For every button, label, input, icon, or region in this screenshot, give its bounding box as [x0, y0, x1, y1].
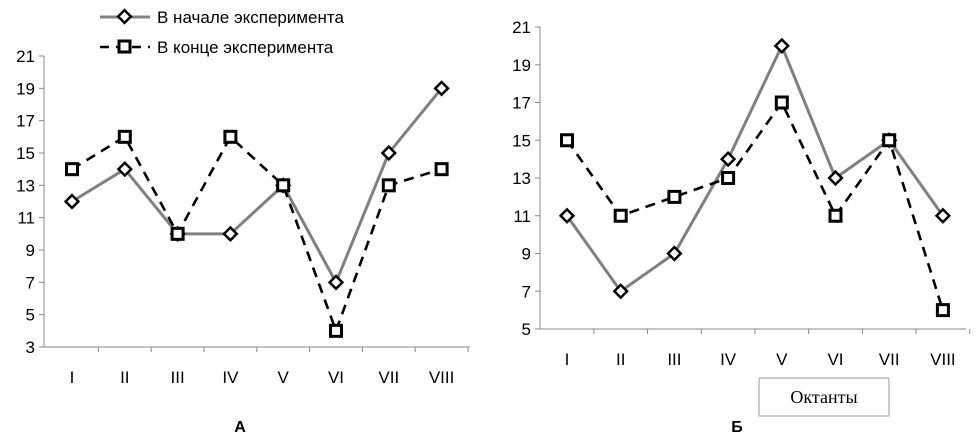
x-axis-title-box: Октанты [758, 377, 890, 417]
data-point-end [560, 133, 574, 148]
data-point-start [327, 274, 345, 291]
y-tick-label: 3 [26, 338, 35, 357]
panel-label-b: Б [731, 419, 743, 436]
x-tick-label: IV [720, 350, 737, 369]
data-point-end [381, 178, 396, 193]
x-axis-title: Октанты [790, 387, 857, 407]
y-tick-label: 19 [512, 56, 531, 75]
y-tick-label: 17 [16, 112, 35, 131]
data-point-end [882, 133, 897, 148]
data-point-end [170, 226, 185, 241]
x-tick-label: VIII [429, 368, 455, 387]
data-point-end [276, 178, 291, 193]
legend-marker-square [117, 39, 132, 54]
x-tick-label: V [278, 368, 290, 387]
y-tick-label: 21 [512, 18, 531, 37]
data-point-start [719, 150, 737, 168]
x-tick-label: II [616, 350, 625, 369]
data-point-start [380, 144, 397, 162]
data-point-end [721, 171, 736, 185]
data-point-start [934, 207, 952, 224]
legend-entry-start: В начале эксперимента [100, 8, 344, 27]
x-tick-label: V [776, 350, 788, 369]
y-tick-label: 15 [16, 144, 35, 163]
x-tick-label: VI [827, 350, 843, 369]
series-line-start [71, 87, 443, 284]
x-tick-label: VI [328, 368, 344, 387]
y-tick-label: 9 [522, 245, 531, 264]
data-point-start [827, 169, 844, 187]
data-point-start [773, 37, 790, 55]
data-point-end [434, 162, 449, 177]
series-line-end [565, 101, 945, 311]
y-tick-label: 15 [512, 131, 531, 150]
data-point-end [828, 208, 843, 223]
x-tick-label: I [565, 350, 570, 369]
data-point-start [222, 225, 239, 242]
legend: В начале эксперимента В конце эксперимен… [100, 8, 344, 57]
y-tick-label: 7 [522, 282, 531, 301]
x-tick-label: IV [222, 368, 239, 387]
data-point-start [63, 193, 81, 210]
y-tick-label: 11 [17, 209, 35, 228]
x-tick-label: II [120, 368, 129, 387]
data-point-end [117, 129, 132, 144]
x-tick-label: VII [879, 350, 900, 369]
y-tick-label: 13 [512, 169, 531, 188]
y-tick-label: 11 [513, 207, 531, 226]
y-tick-label: 9 [26, 241, 35, 260]
panel-label-a: А [234, 419, 246, 436]
legend-entry-end: В конце эксперимента [100, 38, 334, 57]
x-tick-label: III [667, 350, 681, 369]
x-tick-label: VIII [930, 350, 956, 369]
data-point-start [666, 245, 683, 262]
y-tick-label: 19 [16, 79, 35, 98]
legend-label-start: В начале эксперимента [157, 8, 344, 27]
data-point-end [223, 129, 238, 144]
data-point-end [613, 208, 628, 223]
data-point-start [116, 161, 133, 178]
y-tick-label: 5 [26, 306, 35, 325]
series-line-end [71, 135, 442, 333]
data-point-end [935, 303, 950, 318]
x-tick-label: VII [378, 368, 399, 387]
x-tick-label: III [171, 368, 185, 387]
y-tick-label: 13 [16, 176, 35, 195]
legend-marker-diamond [116, 8, 133, 25]
data-point-end [65, 162, 79, 177]
data-point-start [433, 80, 450, 97]
data-point-start [558, 207, 576, 224]
legend-label-end: В конце эксперимента [157, 38, 334, 57]
data-point-end [329, 323, 343, 338]
y-tick-label: 5 [522, 320, 531, 339]
y-tick-label: 21 [16, 47, 35, 66]
y-tick-label: 7 [26, 273, 35, 292]
y-tick-label: 17 [512, 94, 531, 113]
series-line-start [565, 44, 945, 293]
data-point-end [774, 95, 789, 110]
x-tick-label: I [70, 368, 75, 387]
data-point-end [667, 189, 682, 204]
data-point-start [612, 283, 629, 300]
